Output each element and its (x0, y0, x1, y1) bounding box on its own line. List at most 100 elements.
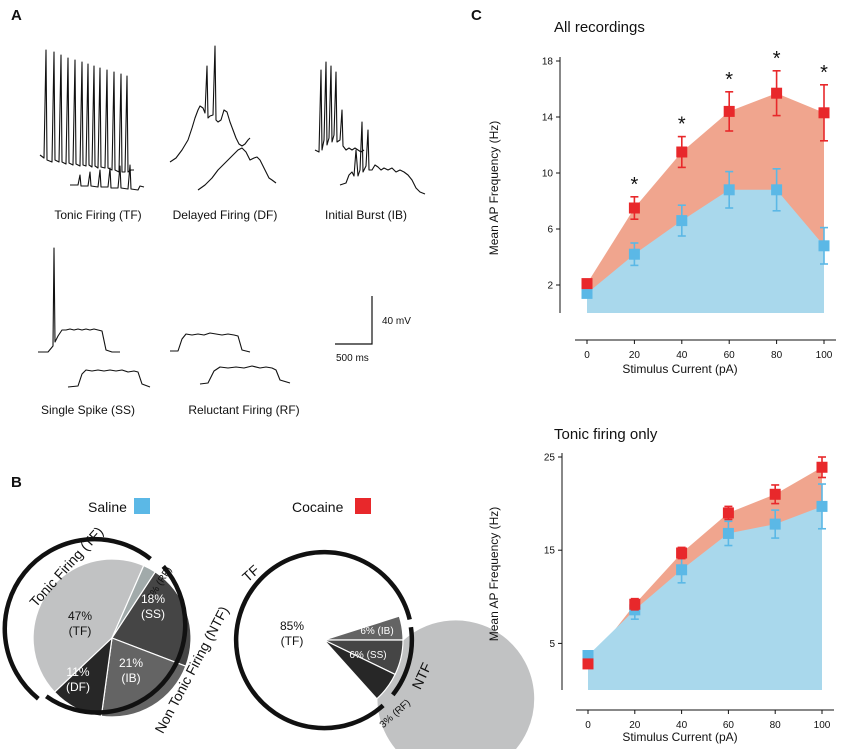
trace-label-rf: Reluctant Firing (RF) (188, 403, 299, 417)
cocaine-point (676, 547, 688, 559)
x-tick-label: 60 (723, 720, 735, 731)
scale-bar-time: 500 ms (336, 353, 369, 364)
saline-cls-ss: (SS) (141, 607, 165, 621)
cocaine-point (628, 202, 640, 214)
y-tick-label: 25 (544, 453, 556, 464)
cocaine-point (771, 87, 783, 99)
panel-a-label: A (11, 7, 22, 24)
saline-point (722, 527, 734, 539)
saline-point (818, 240, 830, 252)
saline-arc-ntf (44, 564, 188, 715)
cocaine-point (722, 507, 734, 519)
saline-pct-tf: 47% (68, 609, 92, 623)
saline-area (587, 189, 824, 313)
saline-cls-df: (DF) (66, 680, 90, 694)
cocaine-point (816, 461, 828, 473)
chart-tonic-firing-only: 5 15 25 0 20 40 60 80 100 (544, 453, 834, 731)
saline-cls-ib: (IB) (121, 671, 140, 685)
cocaine-point (818, 107, 830, 119)
chart-all-recordings: 2 6 10 14 18 0 20 40 60 80 100 * * * * * (542, 48, 836, 361)
trace-label-ib: Initial Burst (IB) (325, 208, 407, 222)
saline-point (771, 184, 783, 196)
x-tick-label: 20 (629, 720, 641, 731)
y-tick-label: 10 (542, 169, 554, 180)
saline-arc-tf (2, 536, 152, 701)
x-tick-label: 100 (816, 350, 833, 361)
x-tick-label: 60 (724, 350, 736, 361)
saline-pie (2, 536, 192, 718)
cocaine-pie (233, 549, 536, 749)
saline-point (769, 518, 781, 530)
saline-legend-swatch (134, 498, 150, 514)
trace-label-ss: Single Spike (SS) (41, 403, 135, 417)
chart2-title: Tonic firing only (554, 426, 658, 443)
saline-point (816, 500, 828, 512)
x-tick-label: 20 (629, 350, 641, 361)
x-tick-label: 0 (584, 350, 590, 361)
y-tick-label: 18 (542, 57, 554, 68)
trace-label-df: Delayed Firing (DF) (173, 208, 278, 222)
saline-pct-df: 11% (66, 665, 89, 679)
saline-legend-label: Saline (88, 499, 127, 515)
trace-reluctant-firing (170, 332, 291, 385)
y-tick-label: 2 (547, 281, 553, 292)
trace-delayed-firing (169, 45, 277, 191)
x-tick-label: 40 (676, 350, 688, 361)
x-tick-label: 40 (676, 720, 688, 731)
x-tick-label: 100 (814, 720, 831, 731)
cocaine-point (629, 598, 641, 610)
cocaine-point (723, 105, 735, 117)
saline-point (723, 184, 735, 196)
saline-slice-ib (100, 637, 187, 718)
chart1-title: All recordings (554, 19, 645, 36)
cocaine-arc-tf (233, 549, 412, 731)
saline-pct-ib: 21% (119, 656, 143, 670)
cocaine-arc-ntf (391, 626, 415, 697)
cocaine-pct-tf: 85% (280, 619, 304, 633)
cocaine-slice-rf (323, 639, 396, 700)
cocaine-pct-ib: 6% (IB) (360, 626, 393, 637)
significance-star: * (725, 69, 733, 91)
saline-point (676, 564, 688, 576)
y-tick-label: 15 (544, 546, 556, 557)
saline-area (588, 506, 822, 690)
chart1-xlabel: Stimulus Current (pA) (622, 362, 737, 376)
cocaine-pct-ss: 6% (SS) (349, 650, 386, 661)
cocaine-point (582, 658, 594, 670)
saline-point (582, 650, 594, 662)
cocaine-legend-swatch (355, 498, 371, 514)
panel-c-label: C (471, 7, 482, 24)
trace-single-spike (38, 247, 151, 388)
significance-star: * (631, 174, 639, 196)
chart2-xlabel: Stimulus Current (pA) (622, 730, 737, 744)
x-tick-label: 80 (770, 720, 782, 731)
trace-label-tf: Tonic Firing (TF) (54, 208, 141, 222)
saline-point (676, 215, 688, 227)
cocaine-cls-tf: (TF) (281, 634, 304, 648)
significance-star: * (773, 48, 781, 70)
scale-bar-voltage: 40 mV (382, 316, 411, 327)
x-tick-label: 0 (585, 720, 591, 731)
y-tick-label: 5 (549, 639, 555, 650)
significance-star: * (678, 114, 686, 136)
trace-tonic-firing (39, 49, 145, 191)
saline-cls-tf: (TF) (69, 624, 92, 638)
cocaine-point (769, 488, 781, 500)
saline-slice-tf (32, 558, 145, 694)
saline-point (581, 287, 593, 299)
scale-bar (335, 296, 373, 345)
significance-star: * (820, 62, 828, 84)
cocaine-point (581, 278, 593, 290)
y-tick-label: 6 (547, 225, 553, 236)
panel-b-label: B (11, 474, 22, 491)
cocaine-legend-label: Cocaine (292, 499, 344, 515)
saline-point (628, 248, 640, 260)
chart1-ylabel: Mean AP Frequency (Hz) (487, 121, 501, 256)
chart2-ylabel: Mean AP Frequency (Hz) (487, 507, 501, 642)
saline-slice-ss (111, 571, 192, 667)
cocaine-point (676, 146, 688, 158)
y-tick-label: 14 (542, 113, 554, 124)
trace-initial-burst (314, 61, 426, 195)
saline-pct-ss: 18% (141, 592, 165, 606)
